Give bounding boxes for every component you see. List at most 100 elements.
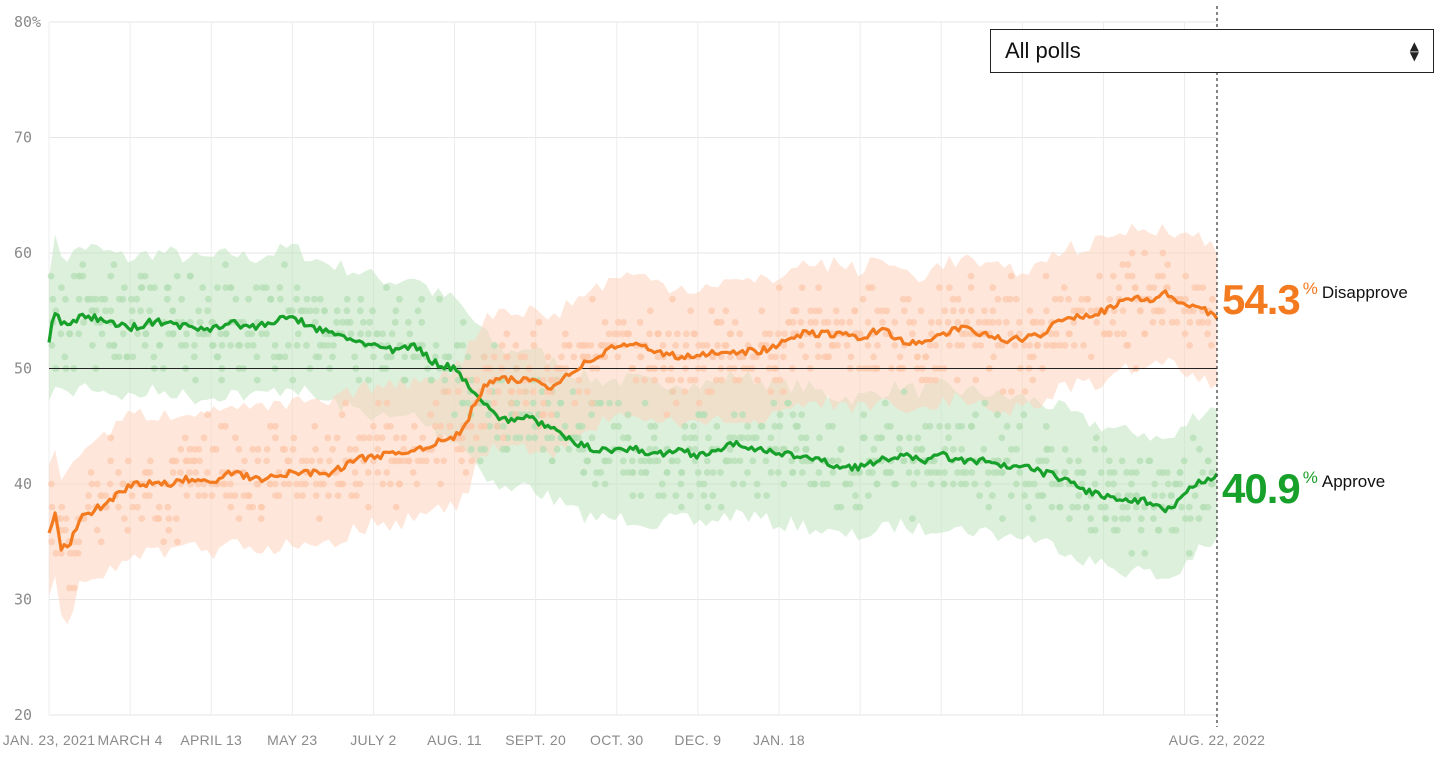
disapprove-poll-dot <box>636 318 644 326</box>
approve-poll-dot <box>227 342 235 349</box>
approve-poll-dot <box>276 353 284 361</box>
disapprove-poll-dot <box>516 388 524 395</box>
disapprove-poll-dot <box>575 388 583 395</box>
approve-poll-dot <box>905 434 913 442</box>
approve-value: 40.9 <box>1222 465 1301 512</box>
disapprove-poll-dot <box>646 307 654 315</box>
approve-poll-dot <box>802 434 810 442</box>
disapprove-poll-dot <box>1141 249 1149 257</box>
approve-poll-dot <box>1021 492 1028 499</box>
disapprove-poll-dot <box>717 318 725 326</box>
approve-poll-dot <box>629 492 637 499</box>
approve-poll-dot <box>905 469 913 476</box>
approve-poll-dot <box>1083 503 1091 511</box>
disapprove-poll-dot <box>462 469 470 476</box>
approve-name: Approve <box>1321 472 1386 491</box>
approve-poll-dot <box>400 376 408 384</box>
disapprove-poll-dot <box>1106 295 1114 303</box>
disapprove-poll-dot <box>293 492 301 499</box>
approve-poll-dot <box>1048 503 1056 511</box>
approve-poll-dot <box>739 411 746 419</box>
approve-poll-dot <box>954 469 961 476</box>
disapprove-poll-dot <box>935 318 943 326</box>
approve-poll-dot <box>1013 480 1020 488</box>
disapprove-poll-dot <box>387 480 394 488</box>
approve-poll-dot <box>753 480 761 488</box>
disapprove-poll-dot <box>446 422 454 430</box>
disapprove-poll-dot <box>1128 272 1136 280</box>
approve-poll-dot <box>253 353 261 361</box>
disapprove-poll-dot <box>797 318 805 326</box>
approve-poll-dot <box>1208 480 1215 488</box>
disapprove-poll-dot <box>311 422 319 430</box>
disapprove-poll-dot <box>780 342 788 349</box>
approve-poll-dot <box>195 307 203 315</box>
approve-poll-dot <box>770 399 778 407</box>
disapprove-poll-dot <box>798 284 806 291</box>
disapprove-poll-dot <box>815 284 822 291</box>
approve-poll-dot <box>232 295 240 303</box>
disapprove-poll-dot <box>93 480 101 488</box>
disapprove-poll-dot <box>1052 330 1060 338</box>
disapprove-poll-dot <box>181 434 189 442</box>
disapprove-poll-dot <box>192 469 200 476</box>
disapprove-poll-dot <box>761 330 769 338</box>
disapprove-poll-dot <box>1070 318 1078 326</box>
disapprove-poll-dot <box>427 411 434 419</box>
approve-poll-dot <box>968 422 975 430</box>
disapprove-poll-dot <box>433 457 441 465</box>
approve-poll-dot <box>288 307 296 315</box>
approve-poll-dot <box>401 353 409 361</box>
disapprove-poll-dot <box>74 549 82 557</box>
disapprove-poll-dot <box>637 353 645 361</box>
disapprove-poll-dot <box>754 376 761 384</box>
disapprove-poll-dot <box>654 330 662 338</box>
disapprove-poll-dot <box>779 388 787 395</box>
approve-poll-dot <box>365 376 372 384</box>
approve-poll-dot <box>1137 526 1145 534</box>
approve-poll-dot <box>837 445 845 453</box>
disapprove-poll-dot <box>954 295 962 303</box>
approve-poll-dot <box>491 342 498 349</box>
approve-poll-dot <box>958 422 966 430</box>
approve-poll-dot <box>730 434 738 442</box>
disapprove-poll-dot <box>333 434 341 442</box>
approve-poll-dot <box>347 330 355 338</box>
approve-poll-dot <box>182 342 190 349</box>
disapprove-poll-dot <box>789 318 797 326</box>
poll-filter-dropdown[interactable]: All polls ▲ ▼ <box>990 29 1434 73</box>
approve-poll-dot <box>548 457 556 465</box>
disapprove-poll-dot <box>714 342 721 349</box>
approve-poll-dot <box>92 295 100 303</box>
approve-poll-dot <box>303 295 311 303</box>
disapprove-poll-dot <box>994 295 1002 303</box>
disapprove-poll-dot <box>498 342 506 349</box>
approve-poll-dot <box>868 469 876 476</box>
disapprove-poll-dot <box>1051 342 1059 349</box>
disapprove-poll-dot <box>172 515 180 522</box>
approve-poll-dot <box>984 469 992 476</box>
disapprove-poll-dot <box>106 480 114 488</box>
approve-poll-dot <box>173 272 181 280</box>
approve-poll-dot <box>1042 457 1050 465</box>
approve-poll-dot <box>98 330 106 338</box>
disapprove-poll-dot <box>776 376 784 384</box>
disapprove-poll-dot <box>245 492 252 499</box>
approve-poll-dot <box>980 445 988 453</box>
approve-poll-dot <box>451 411 458 419</box>
disapprove-poll-dot <box>97 492 105 499</box>
disapprove-poll-dot <box>587 342 595 349</box>
approve-poll-dot <box>110 342 118 349</box>
y-tick-label: 80% <box>14 13 41 31</box>
disapprove-poll-dot <box>767 388 775 395</box>
approve-poll-dot <box>762 457 770 465</box>
disapprove-poll-dot <box>529 388 537 395</box>
approve-poll-dot <box>127 295 135 303</box>
disapprove-poll-dot <box>781 330 788 338</box>
disapprove-poll-dot <box>1208 342 1215 349</box>
disapprove-poll-dot <box>1190 307 1197 315</box>
disapprove-poll-dot <box>227 480 234 488</box>
disapprove-poll-dot <box>378 434 386 442</box>
approve-poll-dot <box>79 261 87 268</box>
disapprove-poll-dot <box>690 330 698 338</box>
